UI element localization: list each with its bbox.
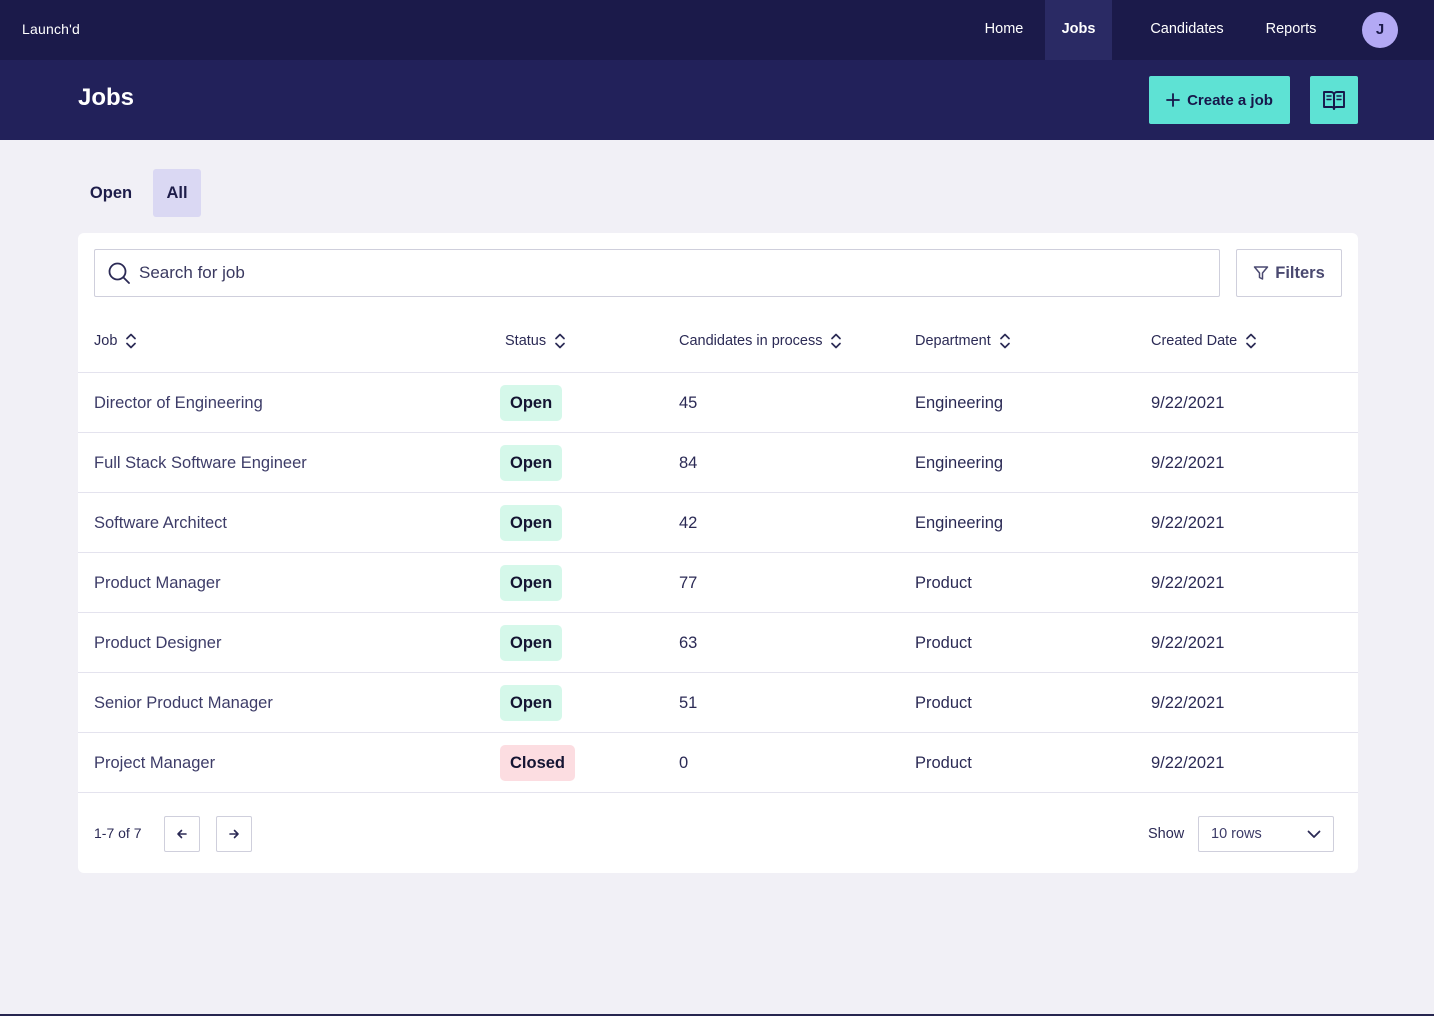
page-title: Jobs [78, 84, 135, 111]
filter-icon [1253, 266, 1269, 280]
rows-per-page-value: 10 rows [1211, 826, 1262, 842]
department: Engineering [915, 454, 1004, 472]
table-row[interactable]: Director of Engineering Open 45 Engineer… [78, 373, 1358, 433]
rows-per-page-select[interactable]: 10 rows [1198, 816, 1334, 852]
column-header-status[interactable]: Status [505, 329, 566, 353]
job-title-link[interactable]: Full Stack Software Engineer [94, 454, 307, 472]
arrow-left-icon [177, 829, 187, 839]
nav-item-reports[interactable]: Reports [1265, 21, 1317, 37]
status-badge: Open [500, 565, 563, 601]
arrow-right-icon [229, 829, 239, 839]
search-icon [95, 261, 139, 285]
department: Product [915, 634, 972, 652]
column-header-created-date[interactable]: Created Date [1151, 329, 1257, 353]
status-badge: Open [500, 445, 563, 481]
department: Engineering [915, 394, 1004, 412]
sort-icon [831, 333, 842, 349]
created-date: 9/22/2021 [1151, 394, 1225, 412]
column-label: Department [915, 333, 991, 349]
column-label: Candidates in process [679, 333, 823, 349]
brand-logo[interactable]: Launch'd [22, 21, 80, 37]
table-row[interactable]: Project Manager Closed 0 Product 9/22/20… [78, 733, 1358, 793]
candidates-count: 84 [679, 454, 698, 472]
candidates-count: 45 [679, 394, 698, 412]
candidates-count: 77 [679, 574, 698, 592]
filters-button[interactable]: Filters [1236, 249, 1342, 297]
table-row[interactable]: Full Stack Software Engineer Open 84 Eng… [78, 433, 1358, 493]
department: Product [915, 754, 972, 772]
status-badge: Open [500, 385, 563, 421]
created-date: 9/22/2021 [1151, 694, 1225, 712]
sort-icon [555, 333, 565, 349]
tab-all[interactable]: All [153, 169, 201, 217]
header-divider [78, 372, 1358, 373]
job-title-link[interactable]: Senior Product Manager [94, 694, 273, 712]
status-badge: Open [500, 505, 563, 541]
filters-label: Filters [1275, 263, 1325, 282]
status-badge: Open [500, 625, 563, 661]
table-row[interactable]: Senior Product Manager Open 51 Product 9… [78, 673, 1358, 733]
create-job-button[interactable]: Create a job [1149, 76, 1290, 124]
column-header-department[interactable]: Department [915, 329, 1011, 353]
chevron-down-icon [1307, 830, 1321, 838]
column-label: Created Date [1151, 333, 1238, 349]
table-row[interactable]: Software Architect Open 42 Engineering 9… [78, 493, 1358, 553]
plus-icon [1166, 93, 1180, 107]
user-avatar[interactable]: J [1362, 12, 1398, 48]
created-date: 9/22/2021 [1151, 754, 1225, 772]
created-date: 9/22/2021 [1151, 634, 1225, 652]
show-label: Show [1148, 826, 1185, 842]
sort-icon [999, 333, 1010, 349]
job-title-link[interactable]: Product Designer [94, 634, 222, 652]
search-box[interactable] [94, 249, 1220, 297]
column-label: Job [94, 333, 118, 349]
job-title-link[interactable]: Project Manager [94, 754, 216, 772]
sort-icon [126, 333, 137, 349]
table-row[interactable]: Product Designer Open 63 Product 9/22/20… [78, 613, 1358, 673]
created-date: 9/22/2021 [1151, 454, 1225, 472]
next-page-button[interactable] [216, 816, 252, 852]
column-label: Status [505, 333, 547, 349]
created-date: 9/22/2021 [1151, 514, 1225, 532]
tab-open[interactable]: Open [89, 184, 133, 202]
create-job-label: Create a job [1187, 91, 1273, 109]
search-input[interactable] [139, 251, 1219, 295]
created-date: 9/22/2021 [1151, 574, 1225, 592]
job-title-link[interactable]: Software Architect [94, 514, 227, 532]
status-badge: Closed [500, 745, 576, 781]
jobs-card: Filters Job Status Candidates in process… [78, 233, 1358, 873]
candidates-count: 0 [679, 754, 689, 772]
column-header-job[interactable]: Job [94, 329, 137, 353]
column-header-candidates[interactable]: Candidates in process [679, 329, 842, 353]
bottom-edge [0, 1014, 1434, 1016]
nav-item-candidates[interactable]: Candidates [1150, 21, 1224, 37]
book-open-icon [1323, 91, 1345, 110]
top-nav: Launch'd Home Jobs Candidates Reports J [0, 0, 1434, 60]
nav-item-home[interactable]: Home [984, 21, 1024, 37]
candidates-count: 42 [679, 514, 698, 532]
prev-page-button[interactable] [164, 816, 200, 852]
job-title-link[interactable]: Product Manager [94, 574, 221, 592]
candidates-count: 51 [679, 694, 698, 712]
candidates-count: 63 [679, 634, 698, 652]
page-header: Jobs Create a job [0, 60, 1434, 140]
sort-icon [1246, 333, 1257, 349]
status-badge: Open [500, 685, 563, 721]
department: Product [915, 694, 972, 712]
table-row[interactable]: Product Manager Open 77 Product 9/22/202… [78, 553, 1358, 613]
nav-item-jobs[interactable]: Jobs [1045, 0, 1112, 60]
pagination-count: 1-7 of 7 [94, 825, 142, 841]
guide-button[interactable] [1310, 76, 1358, 124]
job-title-link[interactable]: Director of Engineering [94, 394, 263, 412]
department: Product [915, 574, 972, 592]
department: Engineering [915, 514, 1004, 532]
